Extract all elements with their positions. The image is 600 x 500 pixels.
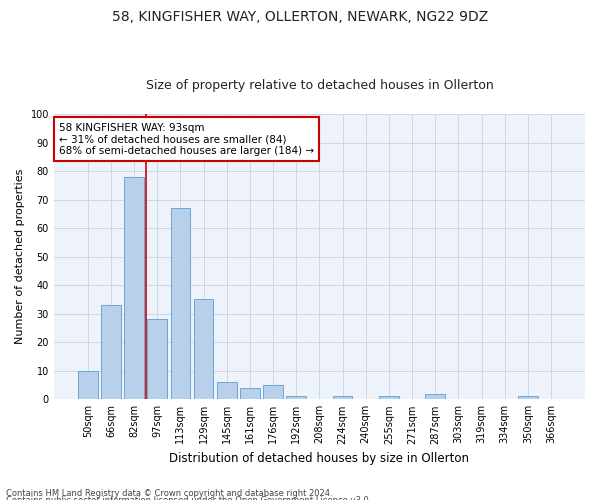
Bar: [425, 394, 445, 400]
Text: 58 KINGFISHER WAY: 93sqm
← 31% of detached houses are smaller (84)
68% of semi-d: 58 KINGFISHER WAY: 93sqm ← 31% of detach…: [59, 122, 314, 156]
Title: Size of property relative to detached houses in Ollerton: Size of property relative to detached ho…: [146, 79, 493, 92]
Text: Contains HM Land Registry data © Crown copyright and database right 2024.: Contains HM Land Registry data © Crown c…: [6, 488, 332, 498]
Bar: [101, 305, 121, 400]
Text: 58, KINGFISHER WAY, OLLERTON, NEWARK, NG22 9DZ: 58, KINGFISHER WAY, OLLERTON, NEWARK, NG…: [112, 10, 488, 24]
Bar: [170, 208, 190, 400]
Bar: [263, 385, 283, 400]
Bar: [124, 177, 144, 400]
Bar: [148, 320, 167, 400]
Y-axis label: Number of detached properties: Number of detached properties: [15, 169, 25, 344]
Bar: [518, 396, 538, 400]
Bar: [286, 396, 306, 400]
Bar: [194, 300, 214, 400]
Bar: [240, 388, 260, 400]
Bar: [217, 382, 236, 400]
Bar: [379, 396, 399, 400]
Text: Contains public sector information licensed under the Open Government Licence v3: Contains public sector information licen…: [6, 496, 371, 500]
X-axis label: Distribution of detached houses by size in Ollerton: Distribution of detached houses by size …: [169, 452, 469, 465]
Bar: [78, 371, 98, 400]
Bar: [333, 396, 352, 400]
